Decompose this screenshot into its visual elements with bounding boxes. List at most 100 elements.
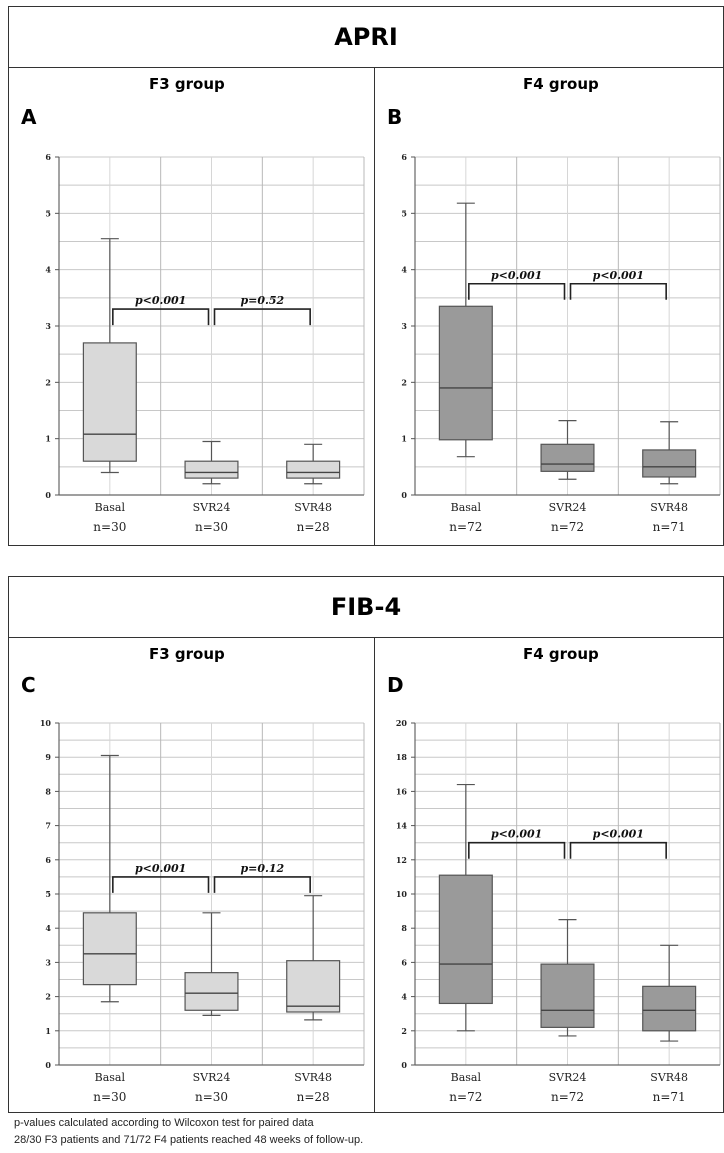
panel-a: F3 group A 0 1 2 3 4 5 6 Basal n=30 SVR24 n=30 SVR4… xyxy=(9,67,374,545)
y-tick-label: 3 xyxy=(401,321,407,331)
y-tick-label: 4 xyxy=(45,923,51,933)
category-label: SVR48 xyxy=(650,1071,688,1084)
y-tick-label: 5 xyxy=(401,208,407,218)
n-label: n=28 xyxy=(297,520,330,534)
panel-letter: C xyxy=(21,673,36,697)
panel-letter: B xyxy=(387,105,403,129)
box xyxy=(184,460,239,479)
y-tick-label: 18 xyxy=(396,752,408,762)
y-tick-label: 0 xyxy=(45,490,51,500)
box xyxy=(540,443,595,472)
n-label: n=30 xyxy=(195,1090,228,1104)
y-tick-label: 4 xyxy=(401,265,407,275)
category-label: Basal xyxy=(451,501,482,514)
y-tick-label: 10 xyxy=(40,718,52,728)
section-title-apri: APRI xyxy=(9,7,723,68)
panel-d: F4 group D 0 2 4 6 8 10 12 14 16 18 20 Basal n=72 SVR… xyxy=(375,637,724,1112)
category-label: SVR24 xyxy=(193,1071,231,1084)
y-tick-label: 16 xyxy=(396,786,408,796)
p-value-label: p<0.001 xyxy=(135,862,186,875)
p-value-label: p<0.001 xyxy=(135,294,186,307)
category-label: SVR48 xyxy=(294,501,332,514)
category-label: Basal xyxy=(95,1071,126,1084)
comparison-bracket xyxy=(112,308,210,326)
box xyxy=(438,874,493,1005)
footnote-pvalues: p-values calculated according to Wilcoxo… xyxy=(14,1117,314,1129)
y-tick-label: 1 xyxy=(45,1026,51,1036)
box-plot-d: 0 2 4 6 8 10 12 14 16 18 20 Basal n=72 SVR24 n=72 SVR48… xyxy=(396,718,721,1104)
n-label: n=72 xyxy=(449,1090,482,1104)
y-tick-label: 5 xyxy=(45,889,51,899)
panel-letter: D xyxy=(387,673,404,697)
box xyxy=(642,985,697,1032)
panel-divider xyxy=(374,637,375,1112)
comparison-bracket xyxy=(569,282,667,300)
p-value-label: p<0.001 xyxy=(593,269,644,282)
box xyxy=(82,912,137,986)
category-label: Basal xyxy=(95,501,126,514)
y-tick-label: 1 xyxy=(401,434,407,444)
panel-b: F4 group B 0 1 2 3 4 5 6 Basal n=72 SVR24 n=72 SVR4… xyxy=(375,67,724,545)
p-value-label: p=0.52 xyxy=(240,294,284,307)
box-plot-b: 0 1 2 3 4 5 6 Basal n=72 SVR24 n=72 SVR48 n=71 p<0.00… xyxy=(401,152,721,534)
comparison-bracket xyxy=(112,876,210,893)
n-label: n=72 xyxy=(551,1090,584,1104)
category-label: SVR48 xyxy=(294,1071,332,1084)
fib4-section: FIB-4 F3 group C 0 1 2 3 4 5 6 7 8 9 10 Basal n=30 SV… xyxy=(8,576,724,1113)
category-label: SVR24 xyxy=(549,501,587,514)
y-tick-label: 20 xyxy=(396,718,408,728)
panel-divider xyxy=(374,67,375,545)
y-tick-label: 6 xyxy=(45,855,51,865)
y-tick-label: 7 xyxy=(45,821,51,831)
box xyxy=(642,449,697,478)
group-title: F4 group xyxy=(523,75,599,93)
footnote-followup: 28/30 F3 patients and 71/72 F4 patients … xyxy=(14,1134,364,1146)
box xyxy=(184,972,239,1011)
group-title: F3 group xyxy=(149,645,225,663)
n-label: n=71 xyxy=(653,1090,686,1104)
p-value-label: p<0.001 xyxy=(491,269,542,282)
box-plot-a: 0 1 2 3 4 5 6 Basal n=30 SVR24 n=30 SVR48 n=28 p<0.00… xyxy=(45,152,365,534)
n-label: n=30 xyxy=(93,1090,126,1104)
y-tick-label: 2 xyxy=(401,1026,407,1036)
comparison-bracket xyxy=(468,282,566,300)
n-label: n=28 xyxy=(297,1090,330,1104)
n-label: n=72 xyxy=(551,520,584,534)
box xyxy=(438,305,493,441)
y-tick-label: 6 xyxy=(401,957,407,967)
y-tick-label: 2 xyxy=(45,992,51,1002)
comparison-bracket xyxy=(569,841,667,859)
y-tick-label: 0 xyxy=(401,490,407,500)
group-title: F3 group xyxy=(149,75,225,93)
p-value-label: p<0.001 xyxy=(491,828,542,841)
y-tick-label: 3 xyxy=(45,957,51,967)
box xyxy=(286,960,341,1013)
comparison-bracket xyxy=(468,841,566,859)
category-label: SVR48 xyxy=(650,501,688,514)
category-label: SVR24 xyxy=(193,501,231,514)
comparison-bracket xyxy=(213,876,311,893)
y-tick-label: 8 xyxy=(401,923,407,933)
y-tick-label: 10 xyxy=(396,889,408,899)
category-label: Basal xyxy=(451,1071,482,1084)
panel-letter: A xyxy=(21,105,37,129)
y-tick-label: 2 xyxy=(45,377,51,387)
y-tick-label: 8 xyxy=(45,786,51,796)
y-tick-label: 6 xyxy=(401,152,407,162)
y-tick-label: 3 xyxy=(45,321,51,331)
y-tick-label: 2 xyxy=(401,377,407,387)
n-label: n=30 xyxy=(195,520,228,534)
n-label: n=72 xyxy=(449,520,482,534)
box xyxy=(82,342,137,462)
p-value-label: p=0.12 xyxy=(240,862,284,875)
y-tick-label: 0 xyxy=(401,1060,407,1070)
y-tick-label: 4 xyxy=(401,992,407,1002)
y-tick-label: 1 xyxy=(45,434,51,444)
section-title-fib4: FIB-4 xyxy=(9,577,723,638)
n-label: n=71 xyxy=(653,520,686,534)
y-tick-label: 6 xyxy=(45,152,51,162)
y-tick-label: 9 xyxy=(45,752,51,762)
box xyxy=(286,460,341,479)
group-title: F4 group xyxy=(523,645,599,663)
y-tick-label: 14 xyxy=(396,821,408,831)
